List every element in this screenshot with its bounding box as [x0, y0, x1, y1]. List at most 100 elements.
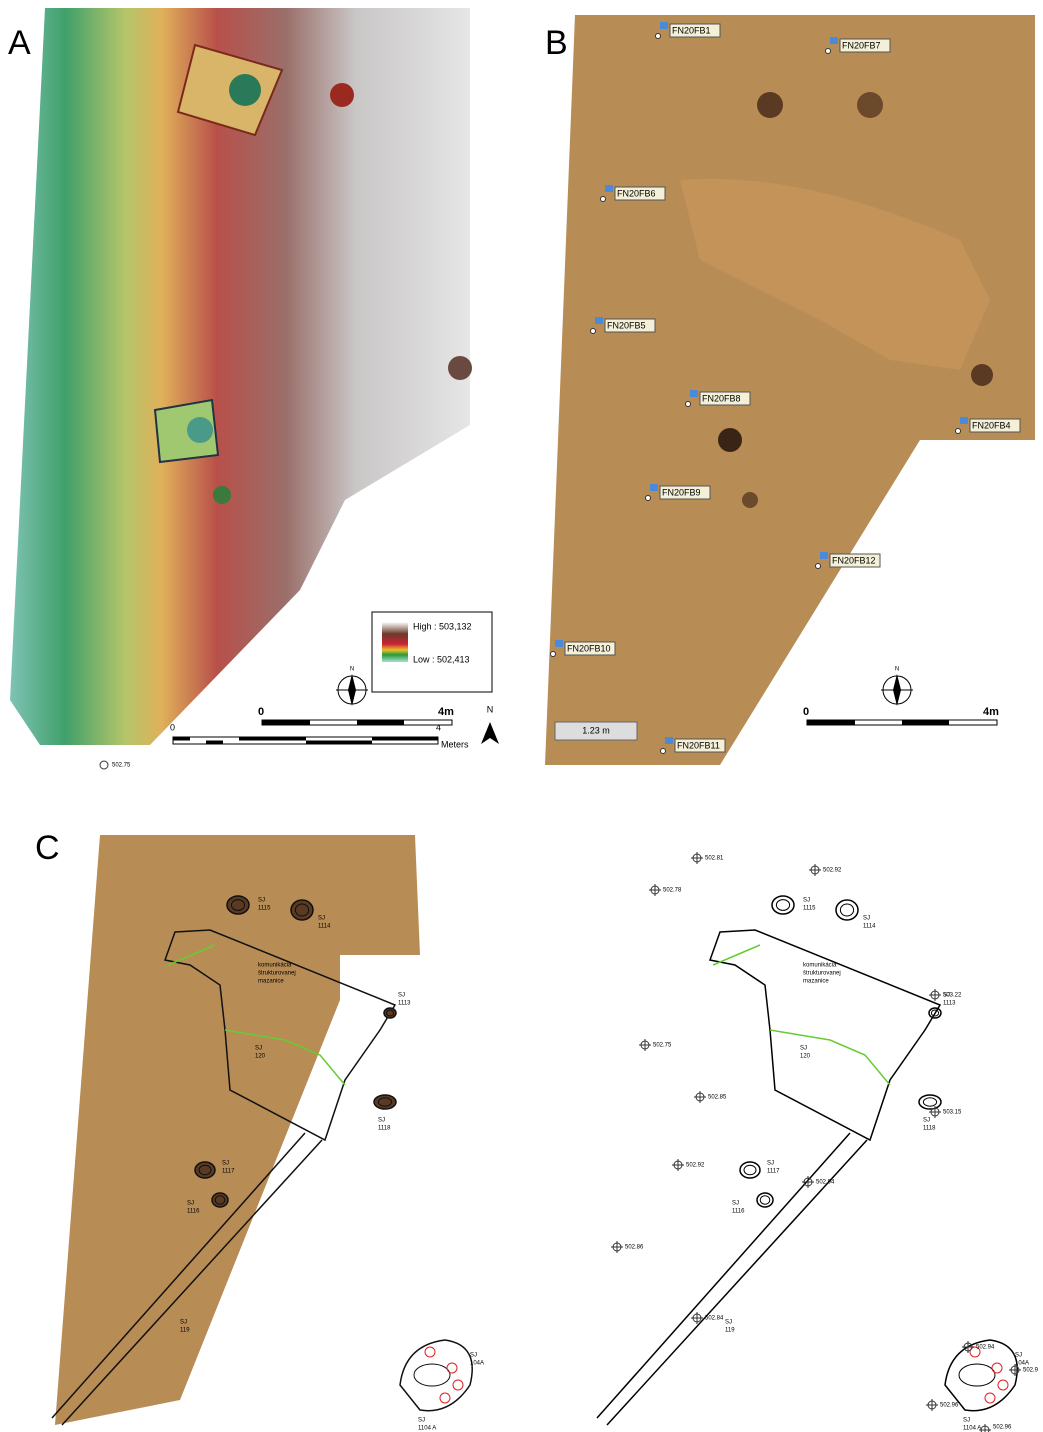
marker-point — [826, 49, 831, 54]
post-hole — [440, 1393, 450, 1403]
feature-label: SJ — [418, 1418, 425, 1424]
pit — [187, 417, 213, 443]
pit — [718, 428, 742, 452]
post-hole — [425, 1347, 435, 1357]
feature-number: 1115 — [258, 906, 271, 912]
feature-number: 1116 — [732, 1209, 745, 1215]
pit-outline — [400, 1340, 472, 1411]
elevation-label: 503.22 — [943, 993, 962, 999]
north-label: N — [487, 704, 494, 714]
pit-outline — [744, 1165, 756, 1175]
scale-end: 4m — [983, 706, 999, 718]
scale-bar-segment — [357, 720, 404, 725]
area-label: komunikácia — [803, 963, 837, 969]
pit-outline — [760, 1196, 770, 1204]
pit-outline — [836, 900, 858, 920]
daub-outline — [710, 930, 940, 1140]
feature-number: 1104 A — [418, 1426, 436, 1432]
feature-number: 1113 — [943, 1001, 956, 1007]
marker-point — [956, 429, 961, 434]
marker-label: FN20FB7 — [842, 40, 881, 50]
elevation-label: 502.86 — [625, 1245, 644, 1251]
marker-flag — [960, 417, 968, 424]
marker-label: FN20FB11 — [677, 740, 720, 750]
marker-point — [646, 496, 651, 501]
feature-label: SJ — [398, 993, 405, 999]
survey-point — [100, 761, 108, 769]
post-hole — [447, 1363, 457, 1373]
feature-label: SJ — [255, 1046, 262, 1052]
pit-outline — [227, 896, 249, 914]
feature-label: SJ — [767, 1161, 774, 1167]
panel-label: A — [8, 24, 31, 62]
marker-point — [656, 34, 661, 39]
pit-outline — [212, 1193, 228, 1207]
feature-label: SJ — [732, 1201, 739, 1207]
marker-flag — [660, 22, 668, 29]
feature-label: SJ — [222, 1161, 229, 1167]
north-arrow — [481, 722, 499, 744]
feature-number: 119 — [725, 1328, 735, 1334]
elevation-label: 502.96 — [993, 1425, 1012, 1431]
marker-label: FN20FB10 — [567, 643, 611, 653]
feature-label: SJ — [963, 1418, 970, 1424]
elevation-label: 502.9 — [1023, 1368, 1039, 1374]
feature-number: 1116 — [187, 1209, 200, 1215]
marker-label: FN20FB12 — [832, 555, 876, 565]
marker-flag — [820, 552, 828, 559]
feature-number: 119 — [180, 1328, 190, 1334]
feature-label: SJ — [180, 1320, 187, 1326]
feature-number: 1113 — [398, 1001, 411, 1007]
marker-label: FN20FB4 — [972, 420, 1011, 430]
boundary-line — [770, 1030, 890, 1085]
figure: High : 503,132 Low : 502,413 0 4 Meters … — [0, 0, 1043, 1432]
area-label: štrukturovanej — [803, 971, 841, 977]
feature-number: 104A — [1015, 1361, 1029, 1367]
area-label: komunikácia — [258, 963, 292, 969]
post-hole — [453, 1380, 463, 1390]
marker-point — [601, 197, 606, 202]
elevation-label: 502.75 — [653, 1043, 672, 1049]
scale-label: 1.23 m — [582, 725, 610, 735]
panel-c: C 502.75 — [35, 763, 420, 1425]
panel-a: High : 503,132 Low : 502,413 0 4 Meters … — [8, 8, 499, 749]
scale-bar-segment — [262, 720, 310, 725]
pit-outline — [374, 1095, 396, 1109]
marker-point — [686, 402, 691, 407]
panel-b: 1.23 m B FN20FB1FN20FB7FN20FB6FN20FB5FN2… — [545, 15, 1035, 765]
pit-outline — [195, 1162, 215, 1178]
scale-start: 0 — [170, 722, 175, 732]
marker-label: FN20FB1 — [672, 25, 711, 35]
marker-point — [661, 749, 666, 754]
feature-number: 1118 — [378, 1126, 391, 1132]
pit-outline — [776, 900, 789, 911]
elevation-label: 502.85 — [708, 1095, 727, 1101]
pit — [448, 356, 472, 380]
feature-label: SJ — [1015, 1353, 1022, 1359]
pit — [757, 92, 783, 118]
north-label: N — [350, 667, 354, 673]
feature-number: 1114 — [318, 924, 331, 930]
marker-flag — [830, 37, 838, 44]
marker-flag — [650, 484, 658, 491]
feature-number: 120 — [800, 1054, 811, 1060]
marker-flag — [605, 185, 613, 192]
feature-label: SJ — [470, 1353, 477, 1359]
feature-number: 1117 — [767, 1169, 780, 1175]
feature-number: 1118 — [923, 1126, 936, 1132]
feature-label: SJ — [803, 898, 810, 904]
marker-label: FN20FB9 — [662, 487, 701, 497]
scale-bar — [173, 737, 438, 744]
marker-flag — [690, 390, 698, 397]
marker-label: FN20FB8 — [702, 393, 741, 403]
pit-outline — [740, 1162, 760, 1178]
feature-label: SJ — [187, 1201, 194, 1207]
feature-label: SJ — [725, 1320, 732, 1326]
feature-number: 120 — [255, 1054, 266, 1060]
pit — [857, 92, 883, 118]
scale-bar-segment — [807, 720, 855, 725]
pit-outline — [923, 1098, 936, 1106]
scale-end: 4m — [438, 706, 454, 718]
pit-outline — [945, 1340, 1017, 1411]
elevation-label: 502.75 — [112, 763, 131, 769]
